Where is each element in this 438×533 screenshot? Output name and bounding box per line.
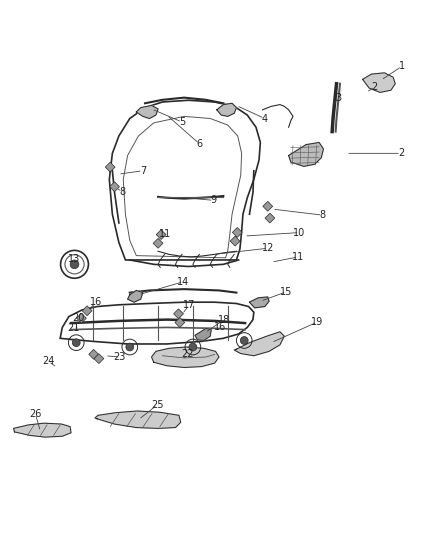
Text: 4: 4 [261,114,268,124]
Text: 24: 24 [42,357,55,366]
Text: 11: 11 [159,229,171,239]
Polygon shape [363,73,395,92]
Text: 15: 15 [280,287,293,297]
Circle shape [189,343,197,351]
Bar [230,236,240,246]
Bar [173,309,184,319]
Text: 3: 3 [336,93,342,103]
Text: 14: 14 [177,277,190,287]
Text: 23: 23 [113,352,126,362]
Bar [94,354,104,364]
Text: 19: 19 [311,317,323,327]
Circle shape [72,339,80,346]
Polygon shape [14,423,71,437]
Bar [82,306,92,316]
Text: 20: 20 [73,313,85,323]
Text: 16: 16 [90,297,102,307]
Text: 7: 7 [140,166,146,176]
Polygon shape [234,332,284,356]
Text: 2: 2 [372,82,378,92]
Polygon shape [217,103,237,116]
Bar [153,238,163,248]
Text: 8: 8 [119,187,125,197]
Polygon shape [250,297,269,308]
Text: 17: 17 [183,300,196,310]
Text: 11: 11 [292,252,304,262]
Text: 16: 16 [214,321,226,332]
Text: 10: 10 [293,228,306,238]
Bar [232,228,242,237]
Bar [89,349,99,359]
Circle shape [70,260,79,269]
Bar [105,162,115,172]
Circle shape [240,336,248,344]
Text: 9: 9 [211,196,217,205]
Polygon shape [195,328,211,341]
Text: 18: 18 [218,314,230,325]
Polygon shape [289,142,323,166]
Bar [110,182,120,192]
Bar [77,313,86,323]
Bar [265,213,275,223]
Text: 6: 6 [196,139,202,149]
Polygon shape [152,347,219,367]
Text: 1: 1 [399,61,405,71]
Text: 12: 12 [261,243,274,253]
Circle shape [126,343,134,351]
Text: 26: 26 [29,409,42,418]
Text: 25: 25 [151,400,163,410]
Polygon shape [136,106,158,118]
Text: 21: 21 [67,324,79,333]
Bar [156,230,166,239]
Text: 2: 2 [398,148,404,158]
Text: 8: 8 [319,210,325,220]
Bar [263,201,273,211]
Polygon shape [95,411,181,429]
Text: 13: 13 [68,254,81,264]
Polygon shape [127,290,143,302]
Text: 5: 5 [179,117,185,127]
Text: 22: 22 [181,350,194,359]
Bar [175,318,185,327]
